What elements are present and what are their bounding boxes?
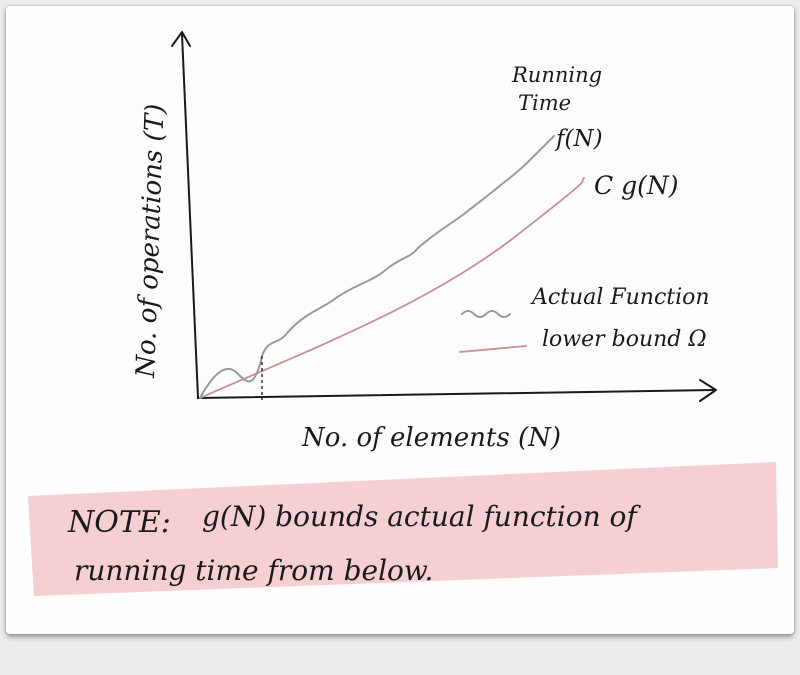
legend-bound-swatch [459,345,527,353]
y-axis-arrowhead [171,31,191,47]
y-axis-label: No. of operations (T) [131,103,171,379]
diagram-canvas: No. of operations (T) No. of elements (N… [28,31,778,596]
note-highlight [28,462,778,596]
note-line-2: running time from below. [74,554,433,587]
bound-curve-label: C g(N) [594,171,678,200]
legend-bound-label: lower bound Ω [542,327,707,352]
note-prefix: NOTE: [67,505,171,540]
note-line-1: g(N) bounds actual function of [202,500,641,533]
x-axis-label: No. of elements (N) [301,423,561,453]
lower-bound-curve [199,177,585,399]
x-axis-arrowhead [699,379,717,402]
actual-curve-label: f(N) [554,126,603,152]
x-axis [197,389,715,399]
actual-function-curve [199,135,555,399]
legend-actual-label: Actual Function [530,285,710,310]
y-axis [181,33,199,399]
running-time-label-line2: Time [518,91,571,115]
whiteboard-card: No. of operations (T) No. of elements (N… [6,6,794,634]
legend-actual-swatch [461,310,511,318]
running-time-label-line1: Running [511,63,602,87]
